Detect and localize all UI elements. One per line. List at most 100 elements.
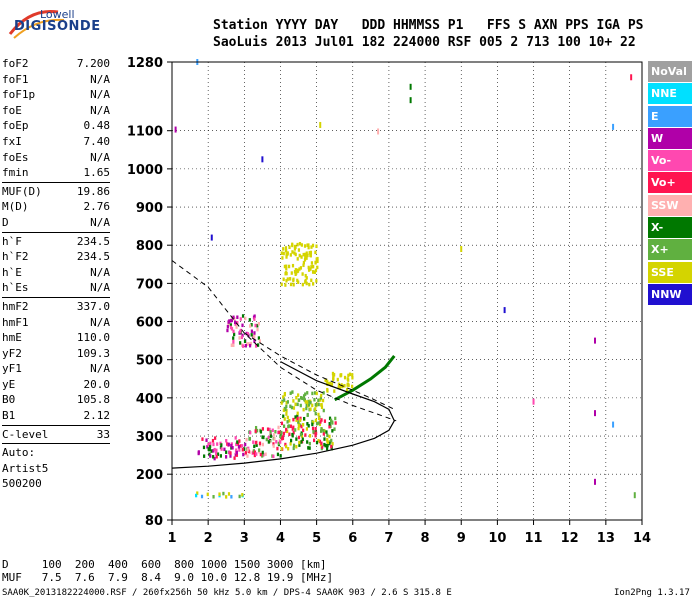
echo-point	[306, 422, 309, 426]
param-label: B1	[2, 409, 16, 423]
echo-point	[213, 456, 216, 461]
echo-point	[303, 416, 306, 421]
echo-point	[253, 335, 256, 339]
echo-point	[295, 437, 298, 441]
echo-point	[215, 454, 218, 459]
echo-point	[331, 420, 334, 424]
param-row-fxi: fxI 7.40	[2, 134, 110, 150]
echo-point	[298, 398, 301, 402]
echo-point	[255, 428, 259, 433]
echo-point	[230, 443, 233, 448]
echo-point	[314, 268, 318, 273]
echo-point	[338, 385, 342, 389]
echo-point	[314, 403, 317, 407]
echo-point	[299, 416, 302, 421]
param-label: foEs	[2, 150, 29, 164]
echo-point	[210, 234, 213, 241]
echo-point	[227, 322, 230, 326]
echo-point	[212, 449, 215, 453]
echo-point	[326, 380, 329, 384]
echo-point	[283, 417, 286, 421]
echo-point	[239, 444, 243, 448]
param-label: hmE	[2, 331, 22, 345]
x-tick-label: 9	[457, 531, 466, 546]
echo-point	[307, 399, 310, 404]
param-label: yE	[2, 377, 16, 391]
echo-point	[272, 433, 276, 437]
header-labels: Station YYYY DAY DDD HHMMSS P1 FFS S AXN…	[213, 18, 644, 33]
param-label: C-level	[2, 427, 49, 441]
echo-point	[277, 441, 280, 446]
param-row-foep: foEp 0.48	[2, 118, 110, 134]
echo-point	[291, 390, 294, 394]
echo-point	[327, 381, 330, 386]
echo-point	[289, 438, 293, 443]
separator	[2, 443, 110, 445]
echo-point	[303, 258, 307, 262]
echo-point	[280, 421, 284, 426]
echo-point	[252, 440, 255, 444]
logo-swoosh-red	[8, 9, 59, 35]
echo-point	[296, 402, 299, 407]
echo-point	[250, 323, 253, 327]
echo-point	[258, 339, 261, 343]
echo-point	[282, 424, 286, 428]
echo-point	[310, 261, 314, 265]
echo-point	[282, 414, 285, 419]
y-tick-label: 900	[136, 201, 163, 216]
echo-point	[328, 441, 331, 446]
echo-point	[302, 260, 305, 265]
echo-point	[218, 492, 221, 496]
echo-point	[291, 432, 294, 437]
param-row-clevel: C-level 33	[2, 427, 110, 443]
echo-point	[253, 450, 257, 454]
echo-point	[249, 324, 252, 328]
param-value: 234.5	[76, 234, 110, 248]
distance-row: D 100 200 400 600 800 1000 1500 3000 [km…	[2, 558, 327, 571]
echo-point	[248, 436, 252, 441]
x-tick-label: 6	[348, 531, 357, 546]
param-row-b0: B0 105.8	[2, 392, 110, 408]
echo-point	[226, 442, 229, 446]
echo-point	[305, 276, 308, 280]
echo-point	[328, 422, 331, 426]
echo-point	[302, 252, 305, 257]
separator	[2, 424, 110, 426]
echo-point	[214, 436, 217, 440]
echo-point	[235, 442, 238, 447]
echo-point	[308, 282, 311, 287]
param-label: h`F2	[2, 250, 29, 264]
echo-point	[250, 333, 253, 337]
echo-point	[231, 445, 234, 450]
echo-point	[299, 423, 302, 427]
echo-point	[310, 245, 313, 249]
echo-point	[282, 277, 285, 282]
echo-point	[296, 411, 299, 416]
echo-point	[243, 339, 247, 344]
echo-point	[296, 242, 299, 247]
echo-point	[328, 434, 331, 439]
param-value: N/A	[90, 315, 110, 329]
echo-point	[255, 443, 258, 447]
legend-item-nne: NNE	[648, 83, 692, 105]
echo-point	[315, 440, 319, 445]
echo-point	[326, 443, 329, 448]
echo-point	[319, 398, 322, 402]
header-values: SaoLuis 2013 Jul01 182 224000 RSF 005 2 …	[213, 35, 636, 50]
echo-point	[317, 438, 320, 443]
echo-point	[290, 405, 294, 410]
echo-point	[318, 439, 322, 444]
echo-point	[326, 433, 329, 438]
echo-point	[304, 400, 307, 404]
echo-point	[321, 445, 324, 449]
param-row-foes: foEs N/A	[2, 150, 110, 166]
echo-point	[282, 251, 285, 256]
echo-point	[223, 447, 226, 452]
param-row-hf: h`F 234.5	[2, 234, 110, 250]
echo-point	[280, 447, 283, 451]
echo-point	[340, 373, 343, 377]
echo-point	[273, 437, 276, 441]
echo-point	[324, 443, 327, 448]
separator	[2, 181, 110, 183]
echo-point	[279, 454, 282, 458]
